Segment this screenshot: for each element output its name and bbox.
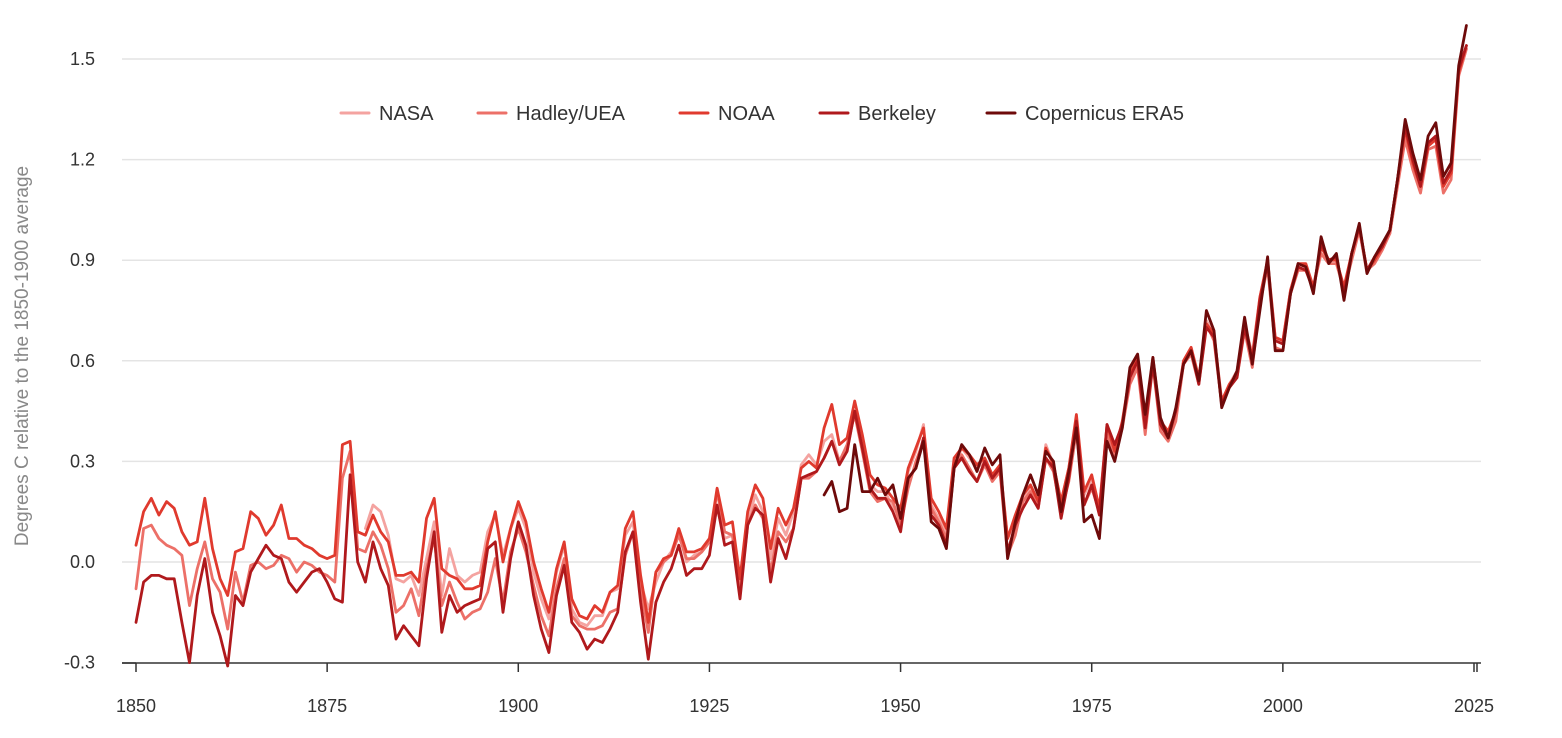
x-tick-label: 1875 <box>307 696 347 716</box>
x-tick-label: 2025 <box>1454 696 1494 716</box>
series-lines <box>134 24 1468 668</box>
y-tick-label: 0.9 <box>70 250 95 270</box>
legend-label: NASA <box>379 103 434 125</box>
legend-label: Hadley/UEA <box>516 103 626 125</box>
legend-label: Berkeley <box>858 103 936 125</box>
x-tick-label: 1925 <box>689 696 729 716</box>
series-line-copernicus-era5 <box>822 24 1468 560</box>
x-tick-label: 1975 <box>1072 696 1112 716</box>
y-tick-label: 1.2 <box>70 150 95 170</box>
x-tick-label: 1850 <box>116 696 156 716</box>
x-tick-label: 1900 <box>498 696 538 716</box>
legend-label: NOAA <box>718 103 775 125</box>
y-tick-label: 0.6 <box>70 351 95 371</box>
y-tick-label: 1.5 <box>70 49 95 69</box>
y-tick-label: -0.3 <box>64 653 95 673</box>
x-tick-label: 1950 <box>881 696 921 716</box>
axes: -0.3 0.0 0.3 0.6 0.9 1.2 1.5 1850 1875 1900 1925 19… <box>64 49 1494 716</box>
y-axis-title: Degrees C relative to the 1850-1900 aver… <box>12 166 33 546</box>
legend-label: Copernicus ERA5 <box>1025 103 1184 125</box>
gridlines <box>122 58 1481 563</box>
y-tick-label: 0.0 <box>70 552 95 572</box>
series-line-noaa <box>134 44 1468 624</box>
y-tick-label: 0.3 <box>70 451 95 471</box>
series-line-berkeley <box>134 44 1468 668</box>
x-tick-label: 2000 <box>1263 696 1303 716</box>
legend: NASA Hadley/UEA NOAA Berkeley Copernicus ERA… <box>339 103 1184 125</box>
